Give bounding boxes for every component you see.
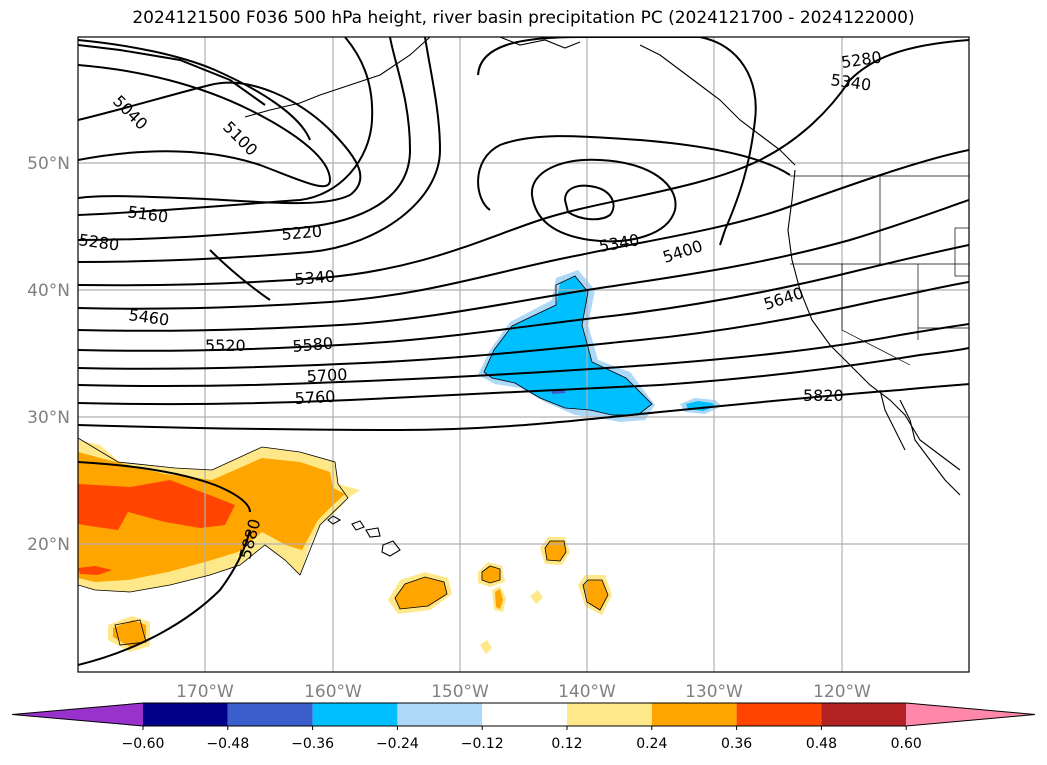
colorbar-tick-label: −0.12 [461,736,504,752]
colorbar-segment [651,703,737,726]
colorbar-segment [821,703,907,726]
colorbar-tick-label: −0.24 [376,736,419,752]
lon-label: 140°W [558,682,616,702]
colorbar-extend-low [12,703,143,726]
colorbar-tick-label: −0.48 [206,736,249,752]
contour-label: 5700 [306,365,348,386]
lat-label: 40°N [27,281,70,301]
colorbar-segment [312,703,398,726]
lon-label: 150°W [431,682,489,702]
colorbar-segment [736,703,822,726]
contour-label: 5820 [803,386,844,405]
lon-label: 170°W [176,682,234,702]
contour-label: 5580 [292,334,334,356]
height-contours [78,37,969,666]
contour-label: 5760 [294,387,336,408]
lon-label: 130°W [685,682,743,702]
contour-label: 5340 [294,267,336,289]
colorbar-segment [567,703,652,726]
lon-label: 160°W [304,682,362,702]
map-frame [77,36,970,673]
colorbar-segment [397,703,483,726]
colorbar-segment [143,703,228,726]
lat-label: 30°N [27,408,70,428]
colorbar-segment [227,703,313,726]
latitude-labels: 50°N 40°N 30°N 20°N [27,154,70,555]
contour-label: 5220 [281,222,323,244]
colorbar: −0.60 −0.48 −0.36 −0.24 −0.12 0.12 0.24 0.36 0.4… [11,702,1036,752]
colorbar-tick-label: 0.12 [551,736,582,752]
contour-label: 5520 [205,336,246,355]
lon-label: 120°W [813,682,871,702]
lat-label: 20°N [27,535,70,555]
graticule [78,37,969,672]
colorbar-tick-label: 0.36 [721,736,752,752]
colorbar-tick-label: 0.60 [891,736,922,752]
colorbar-segment [482,703,567,726]
longitude-labels: 170°W 160°W 150°W 140°W 130°W 120°W [176,682,871,702]
negative-precip-field [478,270,722,422]
precip-outlines [78,275,653,646]
colorbar-tick-label: −0.36 [291,736,334,752]
lat-label: 50°N [27,154,70,174]
colorbar-extend-high [906,703,1035,726]
colorbar-tick-label: −0.60 [122,736,165,752]
colorbar-tick-label: 0.24 [636,736,667,752]
map-title: 2024121500 F036 500 hPa height, river ba… [132,8,915,28]
colorbar-tick-label: 0.48 [806,736,837,752]
coastlines [244,37,961,557]
